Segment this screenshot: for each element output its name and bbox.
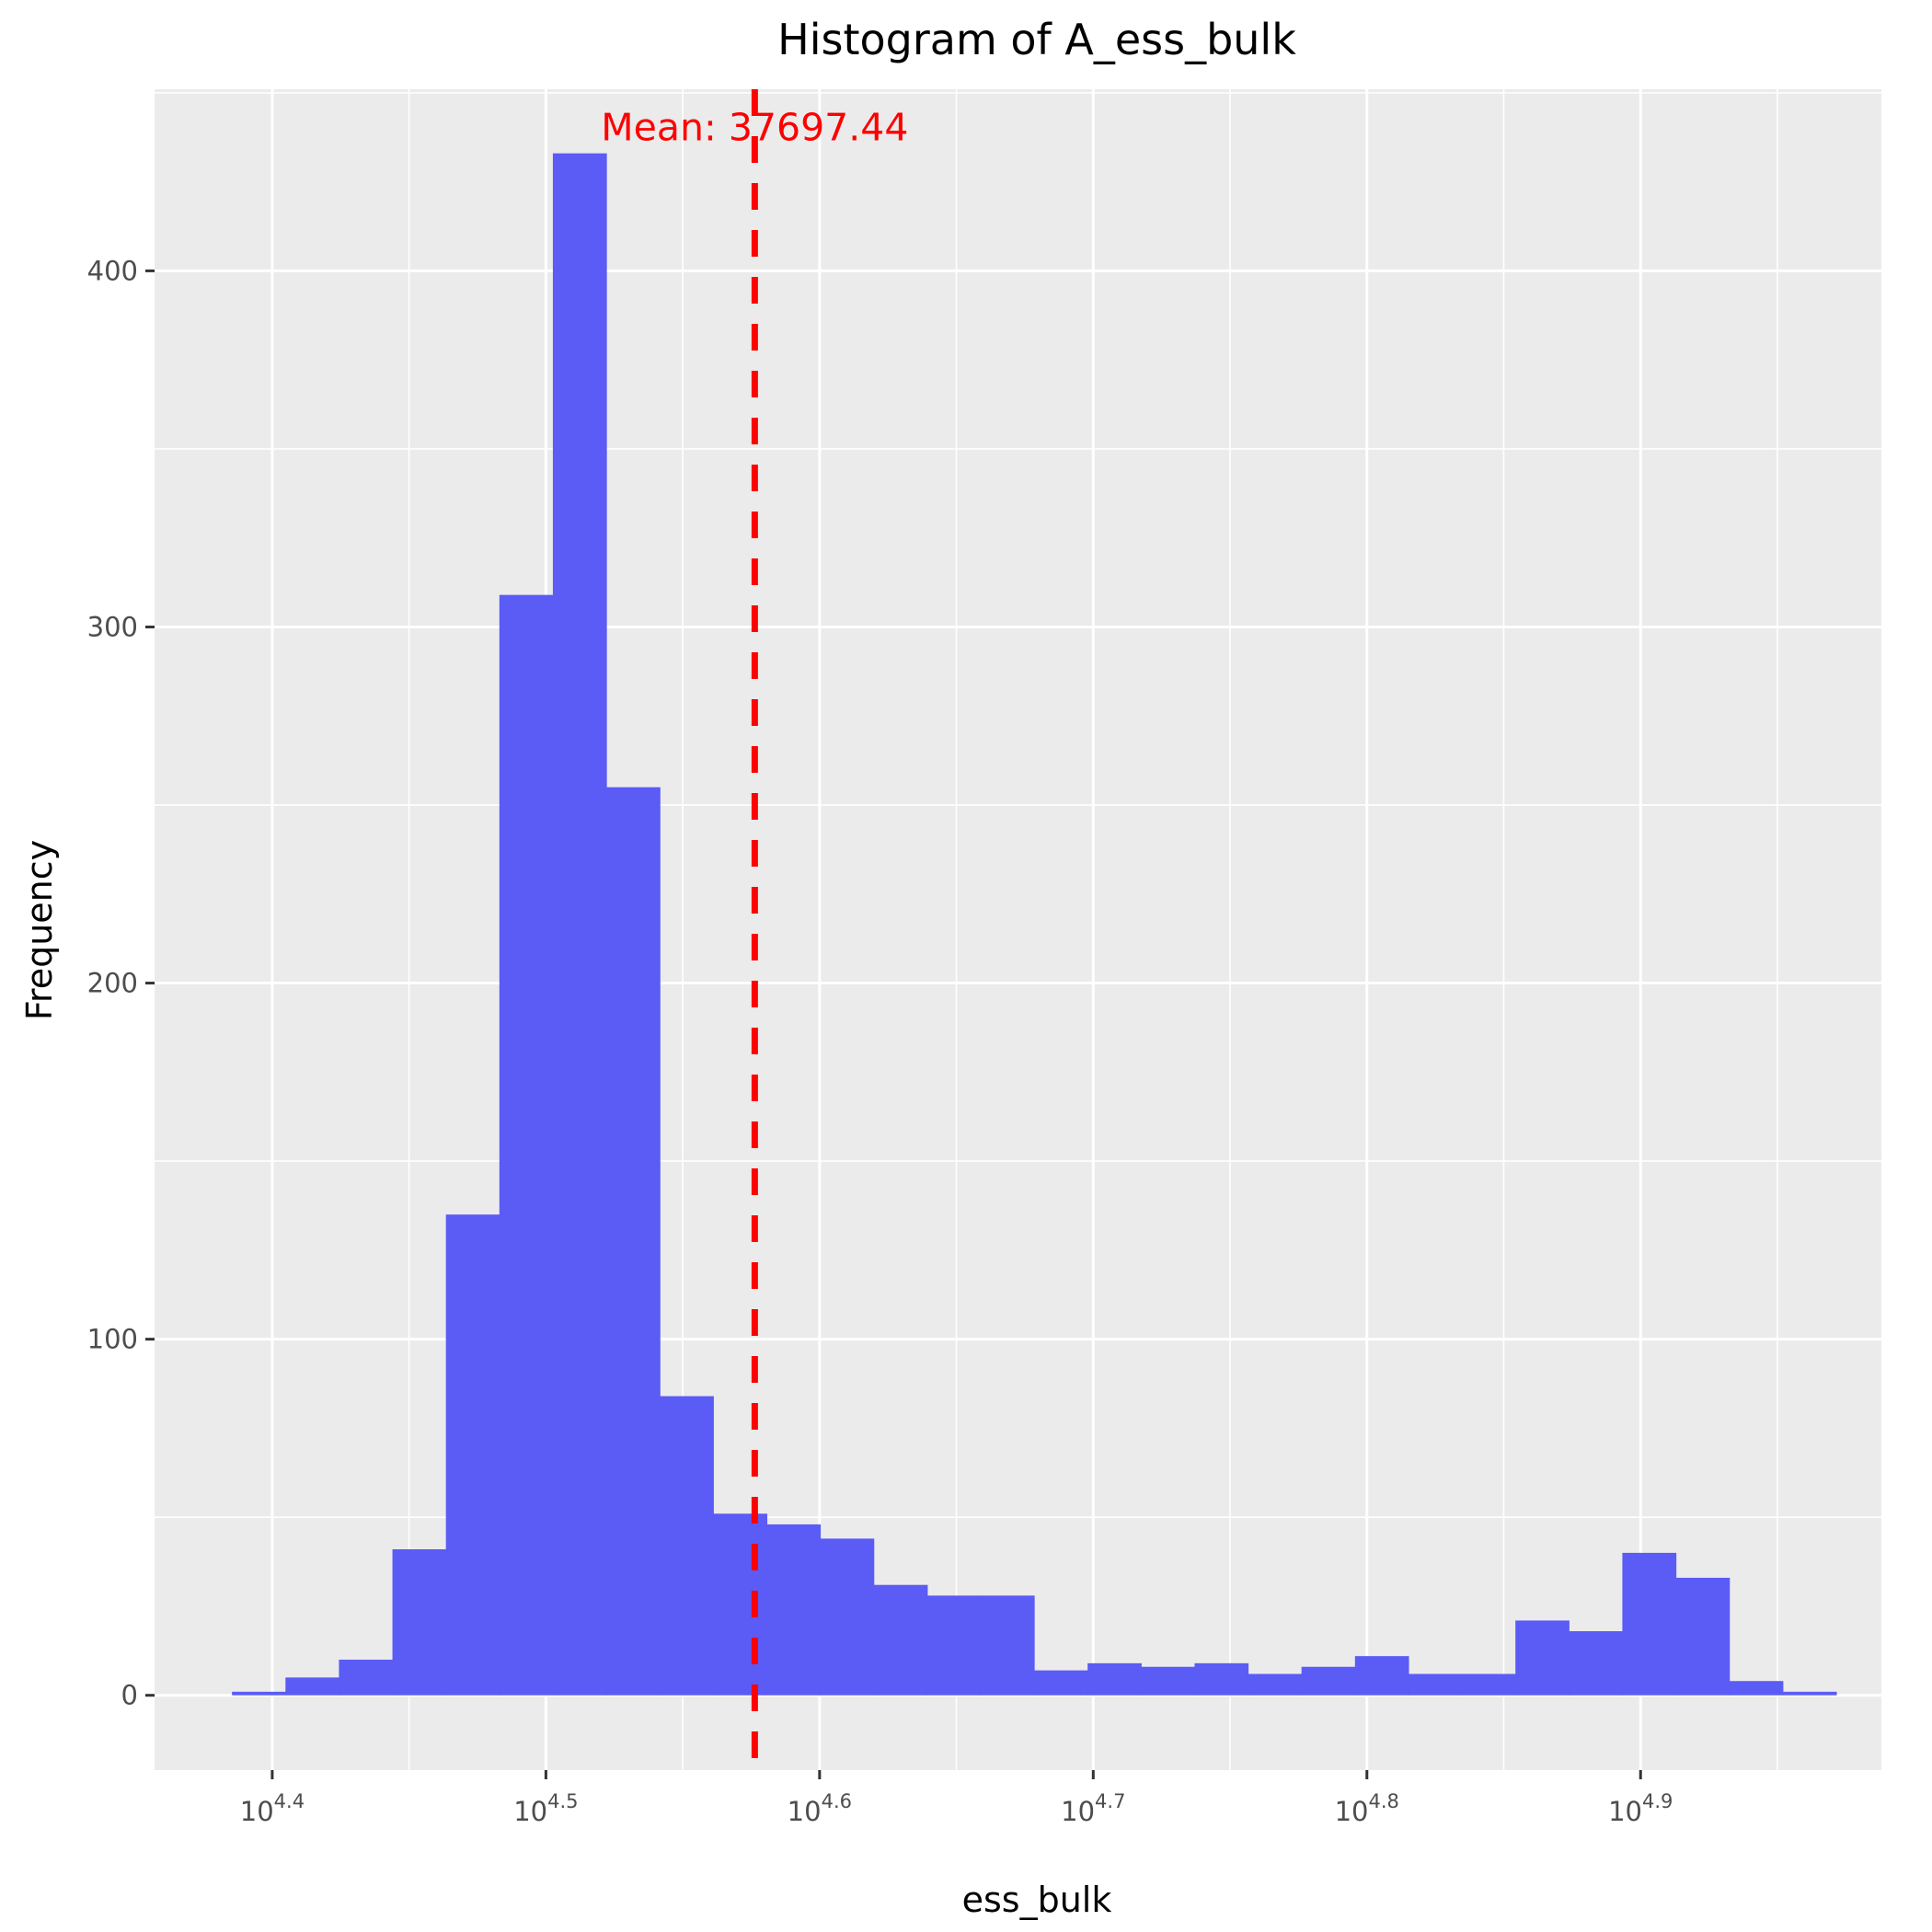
histogram-bar: [606, 787, 661, 1696]
x-tick-label: 104.8: [1335, 1790, 1399, 1827]
histogram-bar: [285, 1677, 340, 1696]
histogram-bar: [1034, 1670, 1088, 1696]
histogram-bar: [1194, 1662, 1249, 1696]
histogram-bar: [1408, 1673, 1463, 1696]
minor-gridlines: [155, 89, 1881, 1770]
y-tick-label: 100: [87, 1324, 138, 1355]
histogram-bar: [926, 1595, 982, 1696]
histogram-bar: [1515, 1620, 1570, 1696]
histogram-bar: [339, 1660, 394, 1696]
y-tick-label: 400: [87, 255, 138, 286]
histogram-bar: [713, 1513, 768, 1696]
histogram-bar: [873, 1584, 928, 1696]
histogram-bar: [445, 1214, 500, 1696]
plot-panel: [155, 89, 1881, 1770]
x-tick-label: 104.9: [1608, 1790, 1673, 1827]
histogram-bar: [1462, 1673, 1516, 1696]
y-tick-label: 200: [87, 968, 138, 999]
mean-label: Mean: 37697.44: [601, 106, 908, 150]
histogram-bar: [1569, 1631, 1624, 1696]
histogram-bar: [1729, 1681, 1784, 1696]
x-tick-label: 104.6: [788, 1790, 852, 1827]
histogram-bar: [1248, 1673, 1303, 1696]
histogram-bar: [820, 1538, 875, 1696]
histogram-bar: [1301, 1666, 1356, 1696]
y-tick-label: 300: [87, 611, 138, 642]
chart-title: Histogram of A_ess_bulk: [777, 15, 1296, 64]
x-tick-label: 104.4: [240, 1790, 305, 1827]
y-tick-label: 0: [121, 1680, 138, 1711]
histogram-bar: [1782, 1691, 1837, 1696]
histogram-bar: [499, 594, 554, 1696]
histogram-bar: [232, 1691, 286, 1696]
x-axis-title: ess_bulk: [962, 1880, 1112, 1920]
histogram-bar: [980, 1595, 1035, 1696]
histogram-bar: [1087, 1662, 1142, 1696]
x-tick-label: 104.7: [1061, 1790, 1125, 1827]
histogram-bar: [552, 153, 607, 1696]
histogram-bar: [766, 1524, 822, 1696]
y-axis-title: Frequency: [19, 840, 60, 1020]
histogram-bar: [1141, 1666, 1196, 1696]
x-tick-label: 104.5: [513, 1790, 578, 1827]
major-gridlines: [155, 89, 1881, 1770]
x-axis-ticks: 104.4 104.5 104.6 104.7 104.8 104.9: [240, 1770, 1673, 1827]
histogram-bars: [232, 153, 1837, 1696]
histogram-bar: [1354, 1656, 1409, 1696]
histogram-bar: [1622, 1552, 1677, 1696]
histogram-bar: [1675, 1577, 1731, 1696]
y-axis-ticks: 0 100 200 300 400: [87, 255, 155, 1711]
histogram-bar: [392, 1549, 447, 1696]
histogram-bar: [660, 1396, 714, 1696]
